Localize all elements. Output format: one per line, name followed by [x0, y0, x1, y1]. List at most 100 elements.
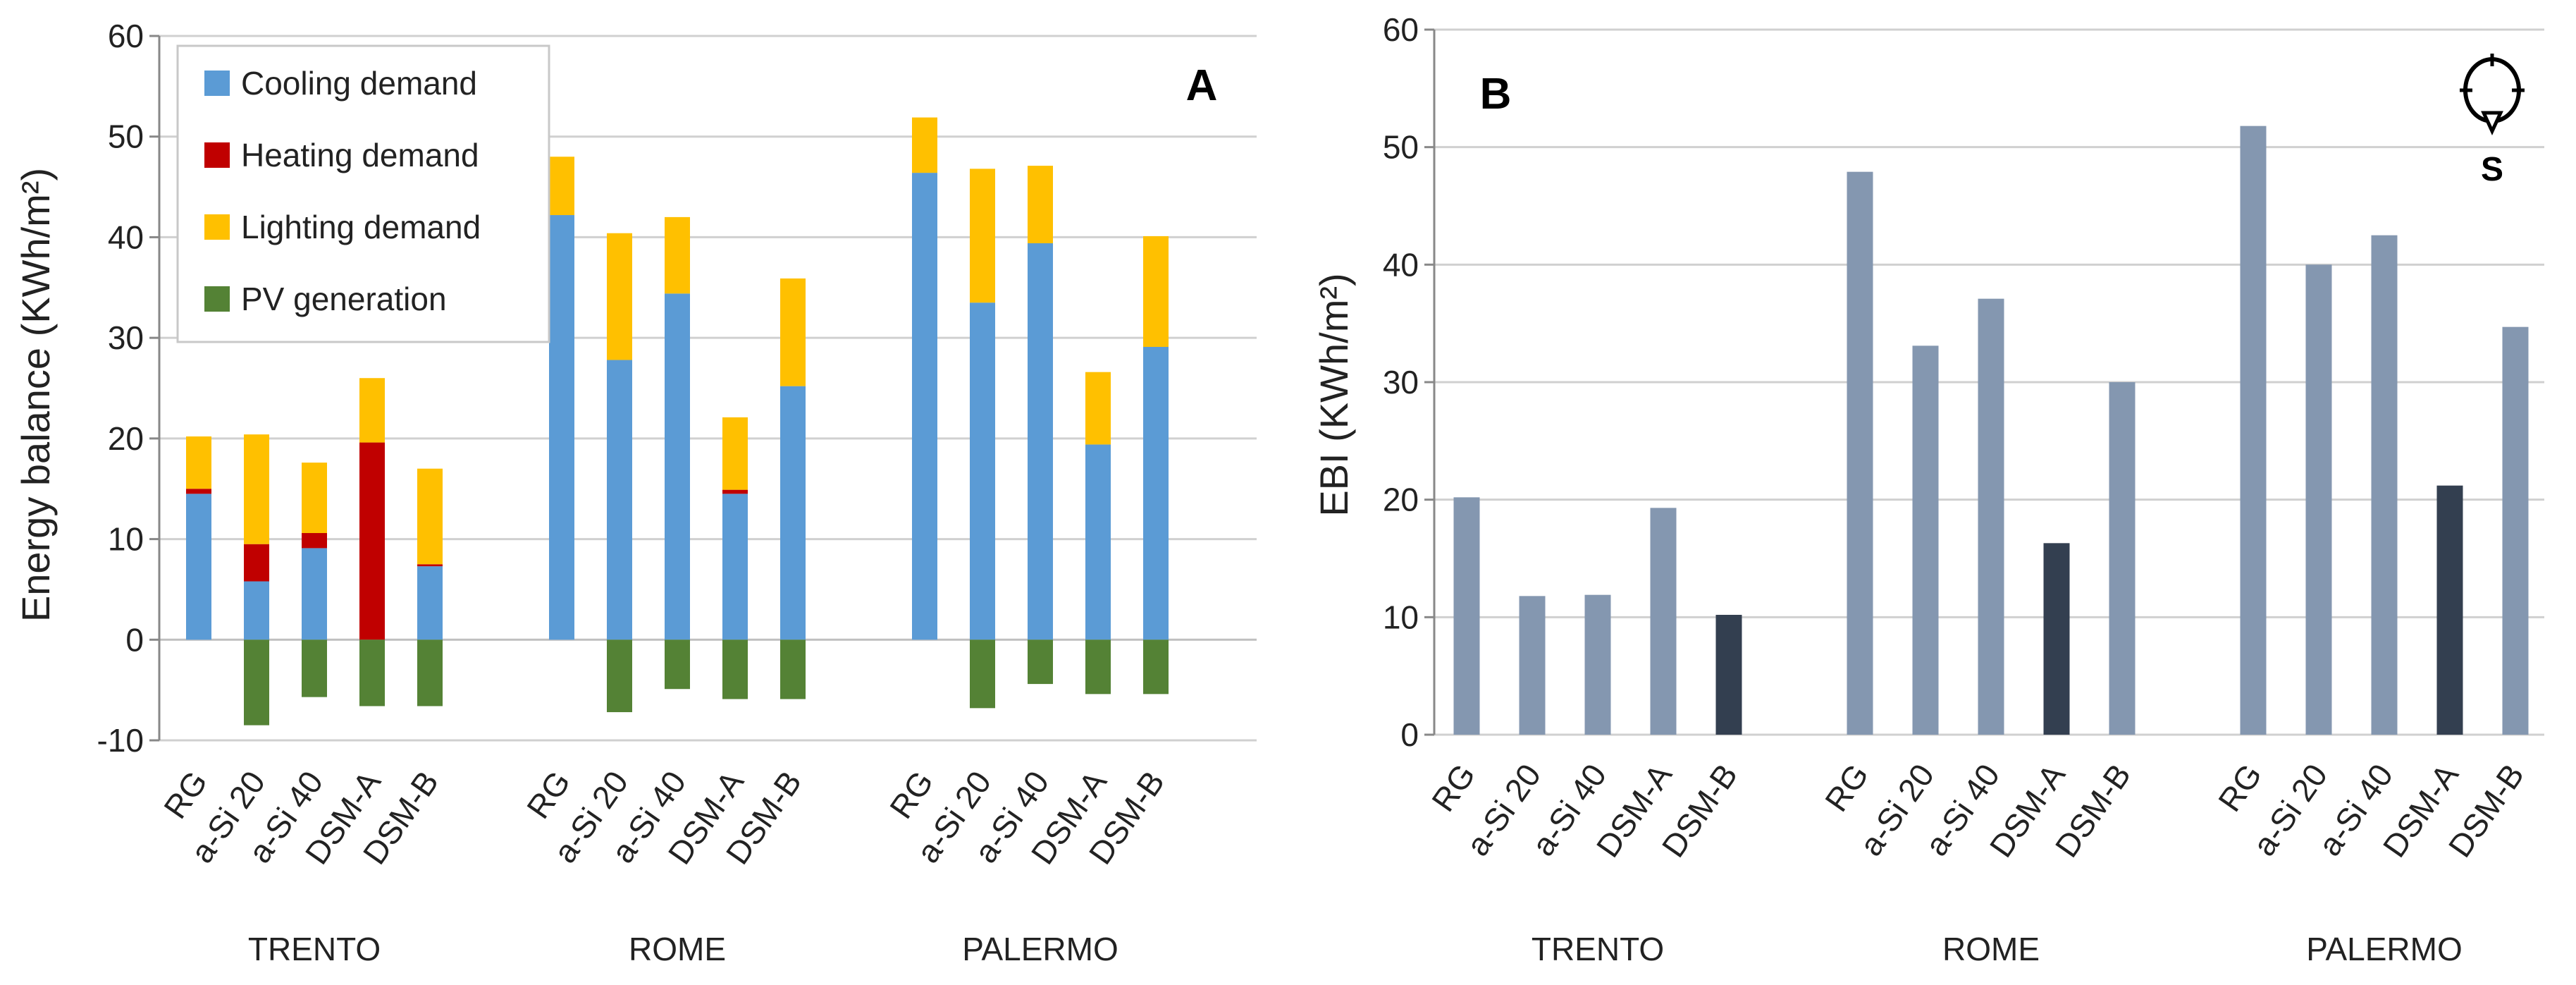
orientation-label: S [2481, 151, 2503, 188]
legend-label: Heating demand [241, 137, 479, 173]
bar [1453, 497, 1480, 735]
bar [2240, 126, 2267, 735]
y-tick-label: 20 [1383, 482, 1419, 518]
bar-highlight [2043, 543, 2070, 735]
legend-label: Lighting demand [241, 209, 481, 245]
bar-segment-pv-generation [780, 640, 806, 699]
bar-segment-cooling-demand [722, 494, 748, 640]
x-tick-label: RG [1424, 757, 1482, 818]
bar-segment-cooling-demand [607, 360, 632, 640]
bar-segment-heating-demand [722, 489, 748, 494]
chart-a-energy-balance: -10 0 10 20 30 40 50 60 Energy balance (KWh/m²) R… [13, 18, 1257, 967]
legend-swatch [204, 214, 230, 240]
y-tick-label: 0 [125, 621, 144, 658]
y-axis-label: EBI (KWh/m²) [1312, 273, 1356, 516]
y-tick-label: 30 [108, 319, 144, 356]
bar-segment-lighting-demand [780, 278, 806, 386]
legend-swatch [204, 142, 230, 168]
bar-segment-lighting-demand [912, 117, 937, 173]
legend-swatch [204, 71, 230, 96]
bar-segment-lighting-demand [1028, 166, 1053, 243]
bar-highlight [2436, 485, 2463, 735]
bar [1978, 298, 2004, 735]
bar-segment-heating-demand [244, 544, 269, 582]
bar-segment-lighting-demand [1143, 236, 1169, 347]
y-tick-label: 60 [1383, 11, 1419, 48]
group-label: TRENTO [248, 931, 381, 967]
bar [1650, 508, 1677, 735]
bar-segment-cooling-demand [912, 173, 937, 640]
y-tick-label: 40 [1383, 246, 1419, 283]
y-tick-label: 50 [1383, 129, 1419, 166]
bar [1584, 594, 1611, 735]
compass-icon [2460, 54, 2525, 135]
bar-segment-cooling-demand [186, 494, 211, 640]
bar-segment-pv-generation [244, 640, 269, 726]
bar-segment-pv-generation [359, 640, 385, 706]
bar-segment-lighting-demand [665, 216, 690, 294]
bar-segment-lighting-demand [359, 378, 385, 443]
y-tick-label: 10 [1383, 599, 1419, 635]
bar [1847, 171, 1873, 735]
bar-segment-lighting-demand [186, 436, 211, 489]
x-tick-label: RG [1818, 757, 1875, 818]
bar-segment-lighting-demand [607, 233, 632, 360]
bar-segment-cooling-demand [302, 548, 327, 640]
bar-segment-pv-generation [1085, 640, 1111, 695]
compass-arrow [2481, 111, 2503, 135]
bar-segment-pv-generation [970, 640, 995, 709]
bar-segment-pv-generation [722, 640, 748, 699]
bar-segment-heating-demand [359, 442, 385, 640]
y-tick-label: 10 [108, 521, 144, 558]
bar-segment-pv-generation [1028, 640, 1053, 685]
bar-segment-cooling-demand [780, 386, 806, 640]
bar-segment-pv-generation [607, 640, 632, 713]
legend-box [176, 44, 550, 343]
group-label: ROME [1942, 931, 2040, 967]
bar-segment-heating-demand [302, 533, 327, 549]
legend-label: Cooling demand [241, 65, 477, 102]
y-axis-label: Energy balance (KWh/m²) [13, 168, 58, 622]
bar [1912, 345, 1939, 735]
y-tick-label: 40 [108, 219, 144, 255]
bar-segment-cooling-demand [1143, 346, 1169, 640]
group-label: PALERMO [2306, 931, 2463, 967]
bar [1519, 596, 1546, 735]
bar-highlight [1715, 615, 1742, 735]
y-tick-label: 30 [1383, 364, 1419, 400]
bar-segment-cooling-demand [665, 293, 690, 640]
bar-segment-pv-generation [665, 640, 690, 690]
y-tick-label: 60 [108, 18, 144, 54]
bar-segment-pv-generation [1143, 640, 1169, 695]
bar [2305, 264, 2332, 735]
bar-segment-cooling-demand [1028, 243, 1053, 640]
bar-segment-heating-demand [186, 489, 211, 494]
bar-segment-cooling-demand [244, 581, 269, 640]
bar-segment-cooling-demand [549, 215, 574, 640]
bar-segment-lighting-demand [722, 417, 748, 490]
bar-segment-lighting-demand [549, 157, 574, 216]
x-tick-label: RG [2211, 757, 2269, 818]
panel-label: A [1186, 61, 1218, 110]
bar-segment-cooling-demand [417, 566, 443, 640]
legend-swatch [204, 286, 230, 312]
bar-segment-lighting-demand [970, 169, 995, 303]
group-label: PALERMO [962, 931, 1118, 967]
bar-segment-heating-demand [417, 564, 443, 567]
bar-segment-cooling-demand [970, 302, 995, 640]
panel-label: B [1480, 70, 1512, 118]
y-tick-label: 50 [108, 118, 144, 155]
bar-segment-pv-generation [417, 640, 443, 706]
bar-segment-lighting-demand [1085, 372, 1111, 445]
y-tick-label: 20 [108, 420, 144, 457]
group-label: ROME [629, 931, 726, 967]
bar-segment-lighting-demand [244, 434, 269, 544]
group-label: TRENTO [1532, 931, 1664, 967]
bar [2109, 382, 2136, 735]
bar-segment-pv-generation [302, 640, 327, 697]
y-tick-label: -10 [97, 722, 144, 759]
bar-segment-lighting-demand [302, 463, 327, 534]
legend-label: PV generation [241, 281, 447, 317]
